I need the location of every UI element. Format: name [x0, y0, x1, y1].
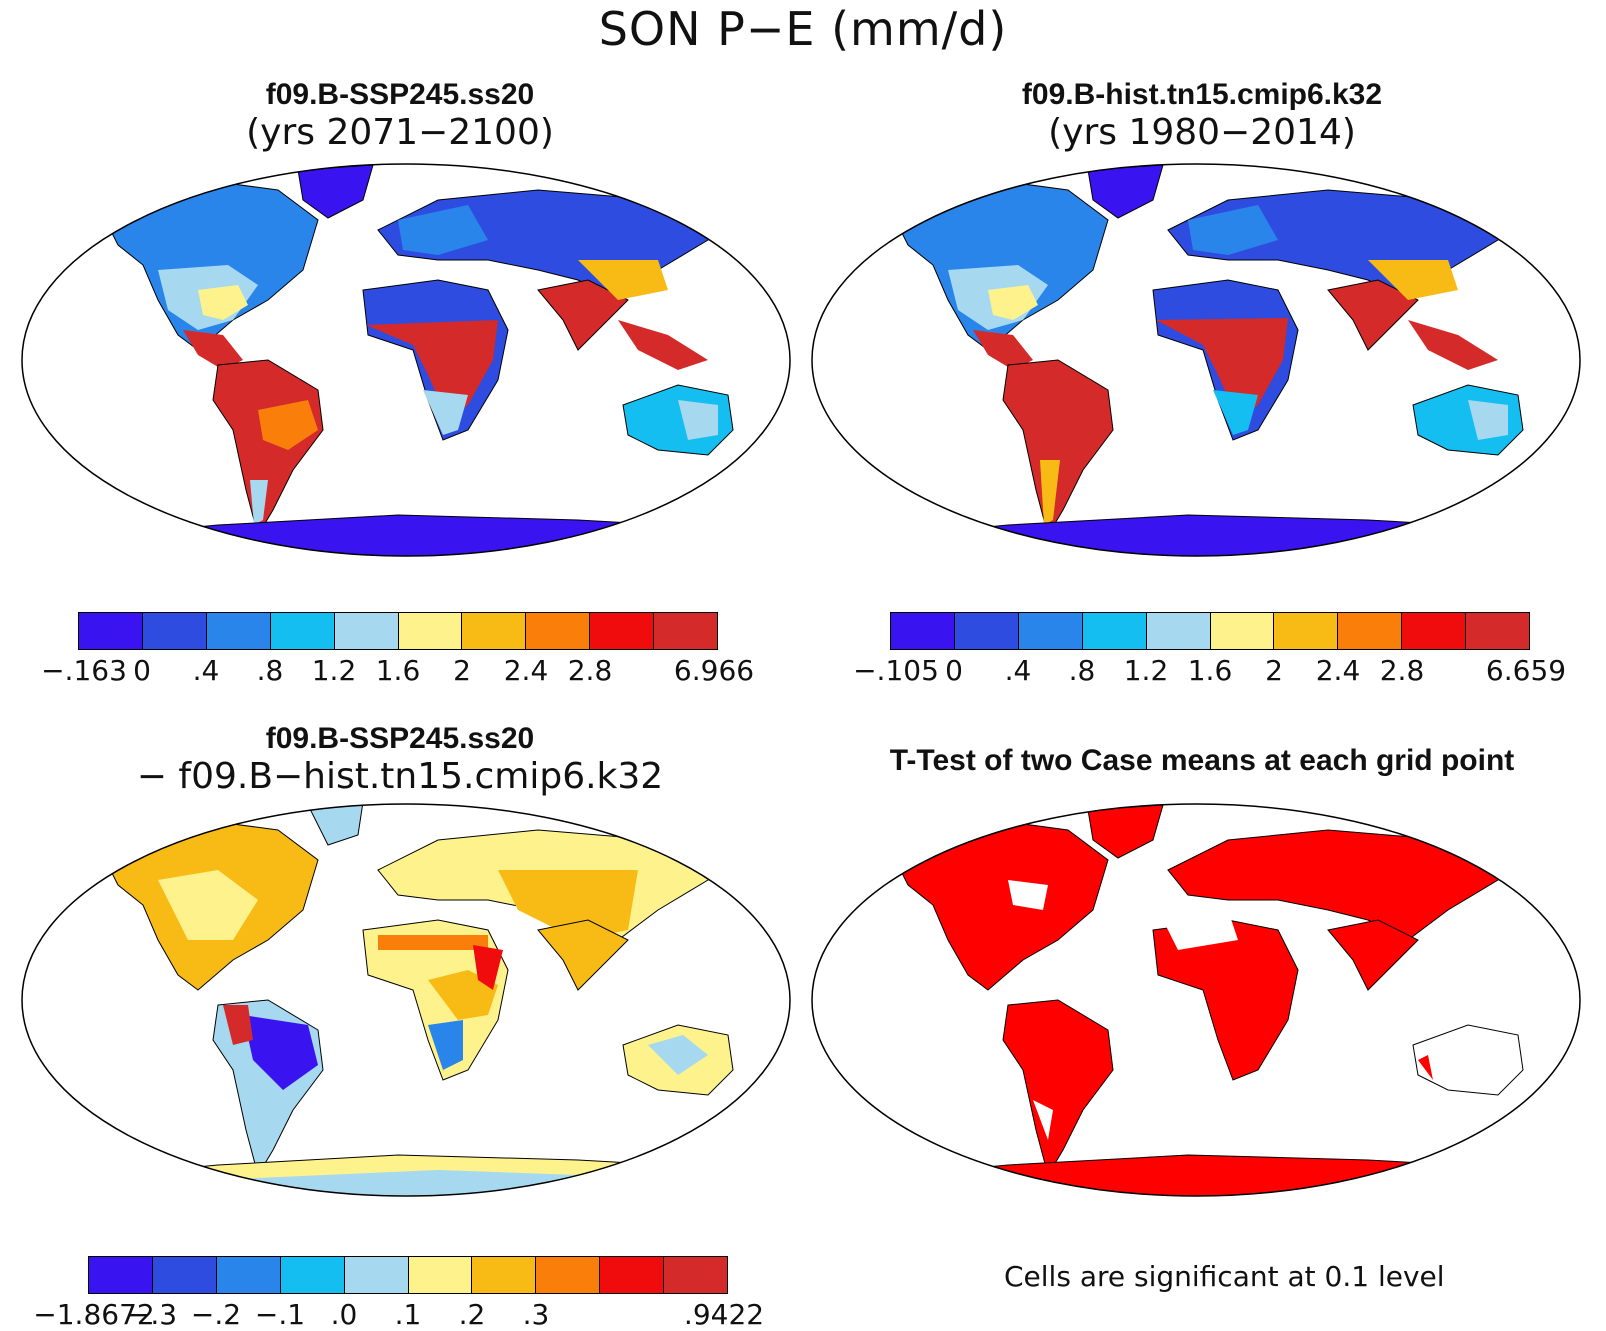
figure-title: SON P−E (mm/d) [598, 2, 1008, 56]
colorbar-tick-label: 1.2 [1123, 654, 1169, 687]
colorbar-tick-label: 2.8 [567, 654, 613, 687]
colorbar-tick-label: .2 [458, 1298, 486, 1331]
colorbar-tick-label: .0 [330, 1298, 358, 1331]
colorbar-swatch [1338, 613, 1403, 649]
colorbar-swatch [398, 613, 463, 649]
colorbar-swatch [344, 1257, 409, 1293]
colorbar-tick-label: .8 [256, 654, 284, 687]
colorbar-swatch [654, 613, 718, 649]
colorbar-swatch [89, 1257, 153, 1293]
colorbar-swatch [142, 613, 207, 649]
colorbar-tick-label: 1.6 [1187, 654, 1233, 687]
panel-title-bottom-right: T-Test of two Case means at each grid po… [889, 744, 1515, 777]
colorbar-tick-label: −.1 [254, 1298, 306, 1331]
map-top-right [811, 163, 1581, 557]
colorbar-tick-label: .3 [522, 1298, 550, 1331]
colorbar-tick-label: .4 [192, 654, 220, 687]
colorbar-tick-label: 2 [1265, 654, 1283, 687]
map-top-left [21, 163, 791, 557]
colorbar-tick-label: .1 [394, 1298, 422, 1331]
panel-title-bottom-left: f09.B-SSP245.ss20 [265, 722, 535, 755]
colorbar-swatch [536, 1257, 601, 1293]
colorbar-tick-label: 2.4 [1315, 654, 1361, 687]
panel-title-top-left: f09.B-SSP245.ss20 [265, 78, 535, 111]
colorbar-tick-label: −.163 [41, 654, 127, 687]
colorbar-tick-label: .9422 [683, 1298, 765, 1331]
colorbar-swatch [472, 1257, 537, 1293]
colorbar-top-right [890, 612, 1530, 650]
colorbar-tick-label: 6.966 [673, 654, 755, 687]
colorbar-swatch [462, 613, 527, 649]
colorbar-swatch [1402, 613, 1467, 649]
colorbar-tick-label: 2 [453, 654, 471, 687]
colorbar-tick-label: 1.6 [375, 654, 421, 687]
colorbar-swatch [280, 1257, 345, 1293]
colorbar-tick-label: 0 [945, 654, 963, 687]
colorbar-tick-label: −.105 [853, 654, 939, 687]
colorbar-swatch [664, 1257, 728, 1293]
panel-subtitle-top-right: (yrs 1980−2014) [1048, 112, 1356, 153]
colorbar-swatch [334, 613, 399, 649]
colorbar-tick-label: 1.2 [311, 654, 357, 687]
colorbar-tick-label: 2.8 [1379, 654, 1425, 687]
colorbar-bottom-left [88, 1256, 728, 1294]
colorbar-swatch [590, 613, 655, 649]
colorbar-swatch [526, 613, 591, 649]
colorbar-swatch [216, 1257, 281, 1293]
colorbar-swatch [1082, 613, 1147, 649]
colorbar-swatch [1466, 613, 1530, 649]
panel-subtitle-bottom-left: − f09.B−hist.tn15.cmip6.k32 [136, 756, 664, 797]
colorbar-top-left [78, 612, 718, 650]
colorbar-swatch [79, 613, 143, 649]
colorbar-swatch [270, 613, 335, 649]
map-bottom-right [811, 803, 1581, 1197]
colorbar-swatch [152, 1257, 217, 1293]
colorbar-tick-label: .8 [1068, 654, 1096, 687]
map-bottom-left [21, 803, 791, 1197]
panel-subtitle-top-left: (yrs 2071−2100) [246, 112, 554, 153]
colorbar-tick-label: −.3 [126, 1298, 178, 1331]
colorbar-swatch [600, 1257, 665, 1293]
colorbar-swatch [1210, 613, 1275, 649]
colorbar-tick-label: 2.4 [503, 654, 549, 687]
colorbar-swatch [1018, 613, 1083, 649]
colorbar-swatch [954, 613, 1019, 649]
significance-note: Cells are significant at 0.1 level [1004, 1260, 1445, 1293]
colorbar-swatch [1146, 613, 1211, 649]
colorbar-swatch [1274, 613, 1339, 649]
colorbar-swatch [408, 1257, 473, 1293]
colorbar-swatch [891, 613, 955, 649]
panel-title-top-right: f09.B-hist.tn15.cmip6.k32 [1021, 78, 1383, 111]
colorbar-tick-label: 6.659 [1485, 654, 1567, 687]
colorbar-tick-label: 0 [133, 654, 151, 687]
colorbar-swatch [206, 613, 271, 649]
colorbar-tick-label: −.2 [190, 1298, 242, 1331]
colorbar-tick-label: .4 [1004, 654, 1032, 687]
